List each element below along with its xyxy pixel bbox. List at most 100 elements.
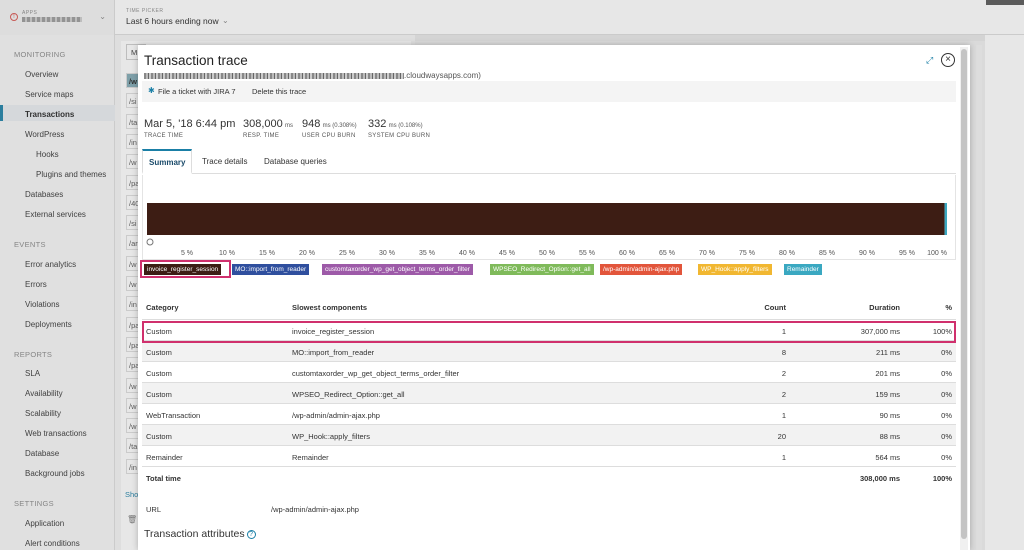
sidebar-item-plugins-themes[interactable]: Plugins and themes bbox=[36, 170, 107, 179]
cell-percent: 0% bbox=[941, 453, 952, 462]
sidebar-item-overview[interactable]: Overview bbox=[25, 70, 59, 79]
user-cpu-label: USER CPU BURN bbox=[302, 133, 356, 139]
table-row[interactable]: Custom WP_Hook::apply_filters 20 88 ms 0% bbox=[142, 424, 956, 445]
sidebar-item-availability[interactable]: Availability bbox=[25, 389, 63, 398]
delete-trace-button[interactable]: Delete this trace bbox=[252, 87, 307, 96]
expand-icon[interactable]: ⤢ bbox=[926, 55, 934, 65]
transaction-list-item[interactable]: /si bbox=[126, 93, 140, 109]
sidebar-item-application[interactable]: Application bbox=[25, 519, 65, 528]
resp-time-label: RESP. TIME bbox=[243, 133, 280, 139]
tab-summary[interactable]: Summary bbox=[142, 149, 193, 174]
table-row[interactable]: Remainder Remainder 1 564 ms 0% bbox=[142, 445, 956, 466]
transaction-search-input[interactable]: M bbox=[126, 44, 146, 60]
sidebar-item-web-transactions[interactable]: Web transactions bbox=[25, 429, 87, 438]
section-events: EVENTS bbox=[14, 240, 46, 249]
cell-count: 20 bbox=[777, 432, 786, 441]
cell-category: Custom bbox=[146, 432, 172, 441]
transaction-list-item[interactable]: /in bbox=[126, 296, 140, 312]
transaction-list-item[interactable]: /pa bbox=[126, 174, 140, 190]
transaction-list-item[interactable]: /w bbox=[126, 276, 140, 291]
chart-bar-segment[interactable] bbox=[944, 203, 947, 235]
transaction-list-item[interactable]: /ta bbox=[126, 113, 140, 129]
transaction-trace-modal: Transaction trace .cloudwaysapps.com) ⤢ … bbox=[138, 45, 970, 550]
transaction-list-item[interactable]: /w bbox=[126, 154, 140, 170]
sidebar-item-violations[interactable]: Violations bbox=[25, 300, 60, 309]
transaction-list-item[interactable]: /si bbox=[126, 215, 140, 231]
time-picker[interactable]: TIME PICKER Last 6 hours ending now ⌄ bbox=[126, 8, 229, 26]
sidebar-item-background-jobs[interactable]: Background jobs bbox=[25, 469, 85, 478]
show-more-link[interactable]: Sho bbox=[125, 490, 139, 499]
col-duration: Duration bbox=[869, 303, 900, 312]
x-tick-label: 5 % bbox=[181, 250, 193, 257]
transaction-list-item[interactable]: /in bbox=[126, 458, 140, 474]
total-duration: 308,000 ms bbox=[859, 474, 900, 483]
sidebar-item-scalability[interactable]: Scalability bbox=[25, 409, 62, 418]
axis-zero-marker bbox=[146, 238, 154, 246]
transaction-list-item[interactable]: /pa bbox=[126, 336, 140, 352]
sidebar-item-error-analytics[interactable]: Error analytics bbox=[25, 260, 77, 269]
resp-time-value: 308,000 bbox=[243, 118, 283, 130]
transaction-list-item[interactable]: /40 bbox=[126, 194, 140, 210]
x-tick-label: 60 % bbox=[619, 250, 635, 257]
x-tick-label: 45 % bbox=[499, 250, 515, 257]
transaction-list-item[interactable]: /w bbox=[126, 73, 140, 88]
sidebar-item-sla[interactable]: SLA bbox=[25, 369, 41, 378]
transaction-list-item[interactable]: /pa bbox=[126, 316, 140, 332]
tab-database-queries[interactable]: Database queries bbox=[264, 157, 327, 166]
legend-item: /wp-admin/admin-ajax.php bbox=[600, 264, 683, 275]
cell-component: customtaxorder_wp_get_object_terms_order… bbox=[292, 369, 460, 378]
section-monitoring: MONITORING bbox=[14, 50, 66, 59]
chart-bar-segment[interactable] bbox=[147, 203, 945, 235]
stat-trace-time: Mar 5, '18 6:44 pm TRACE TIME bbox=[144, 118, 235, 139]
x-tick-label: 15 % bbox=[259, 250, 275, 257]
transaction-list-item[interactable]: /w bbox=[126, 418, 140, 434]
legend-item: customtaxorder_wp_get_object_terms_order… bbox=[322, 264, 473, 275]
sidebar-item-alert-conditions[interactable]: Alert conditions bbox=[25, 539, 80, 548]
tab-trace-details[interactable]: Trace details bbox=[202, 157, 248, 166]
sidebar-item-errors[interactable]: Errors bbox=[25, 280, 47, 289]
sidebar-item-databases[interactable]: Databases bbox=[25, 190, 64, 199]
time-picker-label: TIME PICKER bbox=[126, 8, 164, 14]
transaction-list-item[interactable]: /pa bbox=[126, 357, 140, 373]
sidebar-item-hooks[interactable]: Hooks bbox=[36, 150, 59, 159]
transaction-list-item[interactable]: /in bbox=[126, 133, 140, 149]
scrollbar-thumb[interactable] bbox=[961, 49, 967, 539]
trash-icon[interactable]: 🗑 bbox=[127, 515, 138, 524]
table-row[interactable]: Custom invoice_register_session 1 307,000 m… bbox=[142, 319, 956, 340]
system-cpu-label: SYSTEM CPU BURN bbox=[368, 133, 431, 139]
transaction-list-item[interactable]: /ta bbox=[126, 438, 140, 454]
x-tick-label: 35 % bbox=[419, 250, 435, 257]
sidebar-item-service-maps[interactable]: Service maps bbox=[25, 90, 74, 99]
transaction-list-item[interactable]: /ar bbox=[126, 235, 140, 251]
sidebar-item-external-services[interactable]: External services bbox=[25, 210, 86, 219]
transaction-list-item[interactable]: /w bbox=[126, 397, 140, 413]
url-value: /wp-admin/admin-ajax.php bbox=[271, 505, 359, 514]
trace-url-suffix: .cloudwaysapps.com) bbox=[404, 71, 481, 80]
modal-scrollbar[interactable] bbox=[960, 47, 968, 550]
stat-user-cpu: 948 ms (0.308%) USER CPU BURN bbox=[302, 118, 357, 139]
table-row[interactable]: WebTransaction/wp-admin/admin-ajax.php 1 9… bbox=[142, 403, 956, 424]
table-row[interactable]: Custom MO::import_from_reader 8 211 ms 0% bbox=[142, 340, 956, 361]
table-row[interactable]: Custom WPSEO_Redirect_Option::get_all 2 159… bbox=[142, 382, 956, 403]
app-switcher[interactable]: ! APPS ⌄ bbox=[0, 0, 115, 35]
sidebar-item-deployments[interactable]: Deployments bbox=[25, 320, 72, 329]
jira-ticket-button[interactable]: File a ticket with JIRA 7 bbox=[158, 87, 236, 96]
sidebar-item-wordpress[interactable]: WordPress bbox=[25, 130, 65, 139]
total-label: Total time bbox=[146, 474, 181, 483]
sidebar-item-database[interactable]: Database bbox=[25, 449, 60, 458]
transaction-list-item[interactable]: /w bbox=[126, 255, 140, 271]
sidebar-item-transactions[interactable]: Transactions bbox=[25, 110, 75, 119]
page-scrollbar[interactable] bbox=[976, 45, 982, 550]
cell-category: Custom bbox=[146, 369, 172, 378]
app-name-redacted bbox=[22, 17, 82, 22]
help-icon[interactable]: ? bbox=[246, 530, 256, 539]
col-slowest-components: Slowest components bbox=[292, 303, 368, 312]
cell-duration: 201 ms bbox=[875, 369, 900, 378]
transaction-attributes-heading: Transaction attributes? bbox=[144, 528, 256, 540]
jira-icon: ✱ bbox=[148, 86, 155, 95]
table-row[interactable]: Custom customtaxorder_wp_get_object_terms… bbox=[142, 361, 956, 382]
transaction-list-item[interactable]: /w bbox=[126, 377, 140, 393]
cell-category: Custom bbox=[146, 390, 172, 399]
close-icon[interactable]: × bbox=[941, 53, 955, 67]
cell-category: Remainder bbox=[146, 453, 183, 462]
